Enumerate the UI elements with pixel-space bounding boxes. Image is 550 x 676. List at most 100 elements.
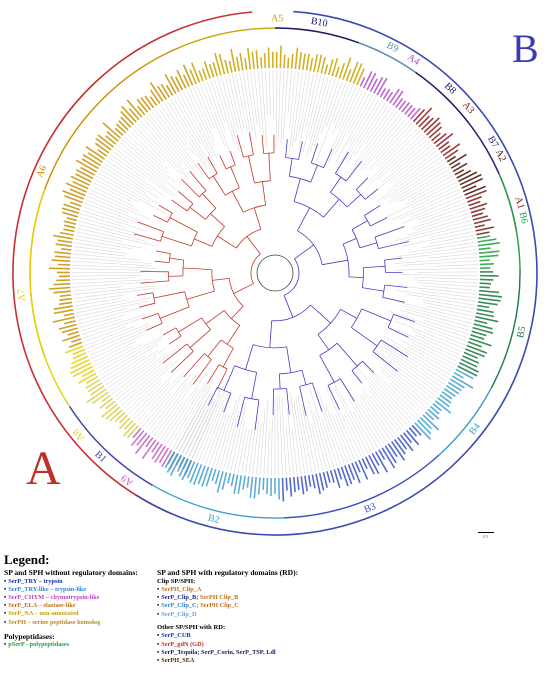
leaf-label bbox=[75, 159, 98, 173]
clade-arc-A3 bbox=[438, 90, 482, 140]
leaf-label bbox=[428, 126, 443, 139]
leaf-guide-line bbox=[108, 156, 165, 197]
branch-line bbox=[251, 372, 257, 399]
leaf-label bbox=[407, 107, 416, 118]
leaf-label bbox=[320, 56, 326, 74]
leaf-guide-line bbox=[335, 91, 367, 153]
leaf-label bbox=[438, 141, 450, 151]
leaf-guide-line bbox=[145, 116, 195, 176]
leaf-label bbox=[99, 397, 114, 409]
leaf-guide-line bbox=[193, 87, 212, 129]
branch-line bbox=[310, 164, 318, 183]
leaf-guide-line bbox=[76, 231, 124, 242]
leaf-label bbox=[335, 66, 340, 78]
leaf-guide-line bbox=[332, 380, 372, 452]
leaf-label bbox=[57, 263, 71, 266]
leaf-label bbox=[228, 60, 233, 73]
leaf-guide-line bbox=[185, 408, 209, 456]
branch-line bbox=[230, 166, 240, 189]
legend-heading-polypeptidases: Polypeptidases: bbox=[4, 631, 55, 641]
leaf-label bbox=[457, 365, 478, 377]
branch-line bbox=[311, 382, 323, 412]
phylogenetic-tree: A1A2A3A4A5A6A7A8A9B1B2B3B4B5B6B7B8B9B10 … bbox=[12, 10, 539, 536]
leaf-guide-line bbox=[75, 235, 143, 249]
leaf-label bbox=[57, 239, 73, 244]
leaf-label bbox=[60, 294, 72, 297]
leaf-guide-line bbox=[100, 169, 159, 205]
leaf-label bbox=[239, 52, 244, 71]
leaf-guide-line bbox=[245, 428, 253, 474]
leaf-guide-line bbox=[391, 147, 435, 183]
leaf-guide-line bbox=[257, 70, 264, 139]
leaf-label bbox=[285, 477, 288, 491]
branch-line bbox=[246, 236, 261, 255]
leaf-label bbox=[477, 238, 497, 243]
leaf-label bbox=[67, 330, 79, 336]
leaf-guide-line bbox=[207, 81, 226, 133]
leaf-guide-line bbox=[140, 120, 185, 171]
leaf-label bbox=[105, 135, 117, 145]
leaf-guide-line bbox=[295, 72, 307, 143]
leaf-guide-line bbox=[414, 334, 461, 356]
bullet-icon: • bbox=[157, 594, 160, 602]
leaf-label bbox=[467, 195, 482, 203]
leaf-label bbox=[340, 466, 349, 487]
legend-class-text: SerP_ELA – elastase-like bbox=[8, 602, 76, 610]
leaf-guide-line bbox=[272, 69, 274, 119]
leaf-label bbox=[140, 97, 152, 111]
leaf-label bbox=[267, 47, 270, 69]
leaf-guide-line bbox=[183, 91, 217, 158]
branch-line bbox=[322, 259, 348, 266]
clade-arc-A7 bbox=[29, 188, 64, 396]
branch-line bbox=[298, 141, 303, 160]
leaf-guide-line bbox=[132, 128, 166, 163]
branch-line bbox=[254, 399, 260, 431]
leaf-guide-line bbox=[83, 326, 127, 342]
leaf-guide-line bbox=[359, 115, 404, 171]
leaf-label bbox=[478, 293, 503, 298]
branch-line bbox=[189, 206, 206, 220]
leaf-label bbox=[58, 301, 73, 306]
branch-line bbox=[212, 278, 230, 281]
leaf-guide-line bbox=[153, 383, 194, 437]
branch-line bbox=[268, 153, 271, 181]
leaf-label bbox=[71, 355, 89, 365]
legend-class-item: • SerP_CHYM – chymotrypsin-like bbox=[4, 594, 154, 602]
branch-arc bbox=[228, 278, 244, 307]
leaf-guide-line bbox=[74, 238, 132, 249]
legend-clip-text: SerP_Clip_C; bbox=[161, 602, 199, 610]
leaf-label bbox=[255, 50, 259, 69]
leaf-guide-line bbox=[239, 73, 252, 142]
leaf-label bbox=[479, 259, 490, 262]
branch-arc bbox=[186, 203, 194, 212]
leaf-guide-line bbox=[335, 414, 355, 460]
leaf-label bbox=[61, 207, 80, 214]
leaf-guide-line bbox=[326, 81, 343, 127]
leaf-label bbox=[477, 304, 490, 309]
leaf-label bbox=[251, 51, 255, 70]
leaf-guide-line bbox=[420, 290, 477, 299]
leaf-label bbox=[65, 182, 87, 193]
leaf-guide-line bbox=[299, 72, 311, 135]
leaf-label bbox=[64, 224, 76, 229]
leaf-label bbox=[465, 189, 487, 200]
leaf-guide-line bbox=[114, 348, 178, 398]
branch-line bbox=[285, 139, 288, 158]
leaf-label bbox=[48, 286, 71, 290]
leaf-label bbox=[465, 348, 485, 358]
leaf-guide-line bbox=[118, 366, 163, 403]
leaf-guide-line bbox=[289, 70, 296, 130]
branch-line bbox=[223, 365, 236, 391]
leaf-label bbox=[126, 99, 143, 118]
leaf-guide-line bbox=[383, 159, 444, 200]
leaf-label bbox=[478, 247, 491, 251]
leaf-guide-line bbox=[188, 400, 215, 457]
leaf-label bbox=[203, 60, 211, 79]
leaf-label bbox=[246, 476, 250, 488]
leaf-guide-line bbox=[409, 338, 458, 362]
clade-arc-A4 bbox=[374, 48, 440, 92]
branch-line bbox=[162, 343, 188, 364]
leaf-label bbox=[401, 102, 411, 113]
leaf-guide-line bbox=[195, 390, 226, 460]
leaf-label bbox=[266, 477, 269, 494]
